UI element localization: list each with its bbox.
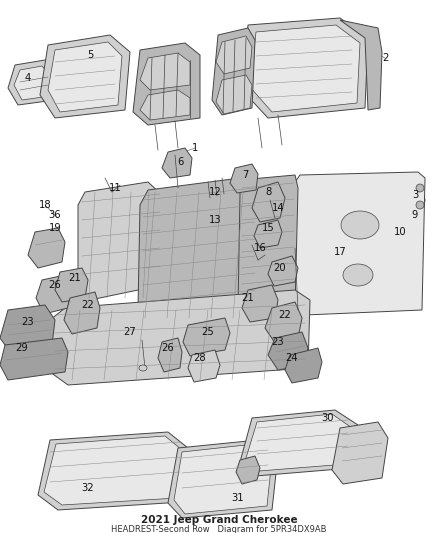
Polygon shape	[44, 436, 182, 505]
Polygon shape	[14, 66, 52, 100]
Ellipse shape	[343, 264, 373, 286]
Text: 8: 8	[265, 187, 271, 197]
Text: 31: 31	[232, 493, 244, 503]
Polygon shape	[285, 348, 322, 383]
Polygon shape	[64, 292, 100, 334]
Polygon shape	[268, 256, 298, 286]
Text: 11: 11	[109, 183, 121, 193]
Polygon shape	[168, 440, 278, 518]
Text: 7: 7	[242, 170, 248, 180]
Ellipse shape	[416, 201, 424, 209]
Polygon shape	[212, 28, 255, 115]
Polygon shape	[250, 25, 360, 112]
Text: 23: 23	[22, 317, 34, 327]
Text: 25: 25	[201, 327, 214, 337]
Polygon shape	[55, 268, 88, 302]
Ellipse shape	[416, 184, 424, 192]
Ellipse shape	[341, 211, 379, 239]
Text: 14: 14	[272, 203, 284, 213]
Polygon shape	[188, 350, 220, 382]
Polygon shape	[133, 43, 200, 125]
Polygon shape	[140, 53, 190, 90]
Polygon shape	[140, 90, 190, 120]
Text: 9: 9	[412, 210, 418, 220]
Text: 26: 26	[49, 280, 61, 290]
Text: 17: 17	[334, 247, 346, 257]
Ellipse shape	[139, 365, 147, 371]
Polygon shape	[268, 332, 308, 370]
Polygon shape	[242, 285, 278, 322]
Polygon shape	[252, 182, 285, 222]
Text: 32: 32	[82, 483, 94, 493]
Text: 18: 18	[39, 200, 51, 210]
Text: 15: 15	[261, 223, 274, 233]
Polygon shape	[40, 35, 130, 118]
Polygon shape	[183, 318, 230, 356]
Polygon shape	[295, 172, 425, 315]
Polygon shape	[162, 148, 192, 178]
Text: 21: 21	[69, 273, 81, 283]
Text: 6: 6	[177, 157, 183, 167]
Text: 21: 21	[242, 293, 254, 303]
Text: 2021 Jeep Grand Cherokee: 2021 Jeep Grand Cherokee	[141, 515, 297, 525]
Text: HEADREST-Second Row   Diagram for 5PR34DX9AB: HEADREST-Second Row Diagram for 5PR34DX9…	[111, 526, 327, 533]
Polygon shape	[236, 456, 260, 484]
Polygon shape	[28, 228, 65, 268]
Polygon shape	[0, 338, 68, 380]
Text: 1: 1	[192, 143, 198, 153]
Polygon shape	[36, 275, 70, 314]
Polygon shape	[394, 182, 425, 218]
Polygon shape	[158, 338, 182, 372]
Text: 4: 4	[25, 73, 31, 83]
Text: 27: 27	[124, 327, 136, 337]
Polygon shape	[48, 42, 122, 112]
Polygon shape	[240, 410, 358, 476]
Polygon shape	[174, 444, 272, 514]
Text: 5: 5	[87, 50, 93, 60]
Text: 2: 2	[382, 53, 388, 63]
Polygon shape	[340, 20, 382, 110]
Text: 3: 3	[412, 190, 418, 200]
Polygon shape	[246, 414, 352, 471]
Polygon shape	[50, 290, 310, 385]
Text: 22: 22	[81, 300, 94, 310]
Text: 22: 22	[279, 310, 291, 320]
Polygon shape	[254, 220, 282, 248]
Polygon shape	[332, 422, 388, 484]
Text: 12: 12	[208, 187, 221, 197]
Text: 24: 24	[286, 353, 298, 363]
Polygon shape	[216, 75, 252, 114]
Text: 20: 20	[274, 263, 286, 273]
Text: 10: 10	[394, 227, 406, 237]
Polygon shape	[265, 302, 302, 343]
Text: 19: 19	[49, 223, 61, 233]
Polygon shape	[38, 432, 188, 510]
Polygon shape	[216, 36, 252, 74]
Polygon shape	[238, 175, 298, 312]
Text: 23: 23	[272, 337, 284, 347]
Polygon shape	[138, 178, 260, 325]
Text: 26: 26	[162, 343, 174, 353]
Text: 36: 36	[49, 210, 61, 220]
Text: 30: 30	[322, 413, 334, 423]
Polygon shape	[230, 164, 258, 193]
Polygon shape	[242, 18, 368, 118]
Text: 28: 28	[194, 353, 206, 363]
Polygon shape	[0, 305, 55, 352]
Polygon shape	[8, 60, 58, 105]
Text: 13: 13	[208, 215, 221, 225]
Text: 16: 16	[254, 243, 266, 253]
Polygon shape	[78, 182, 162, 300]
Text: 29: 29	[16, 343, 28, 353]
